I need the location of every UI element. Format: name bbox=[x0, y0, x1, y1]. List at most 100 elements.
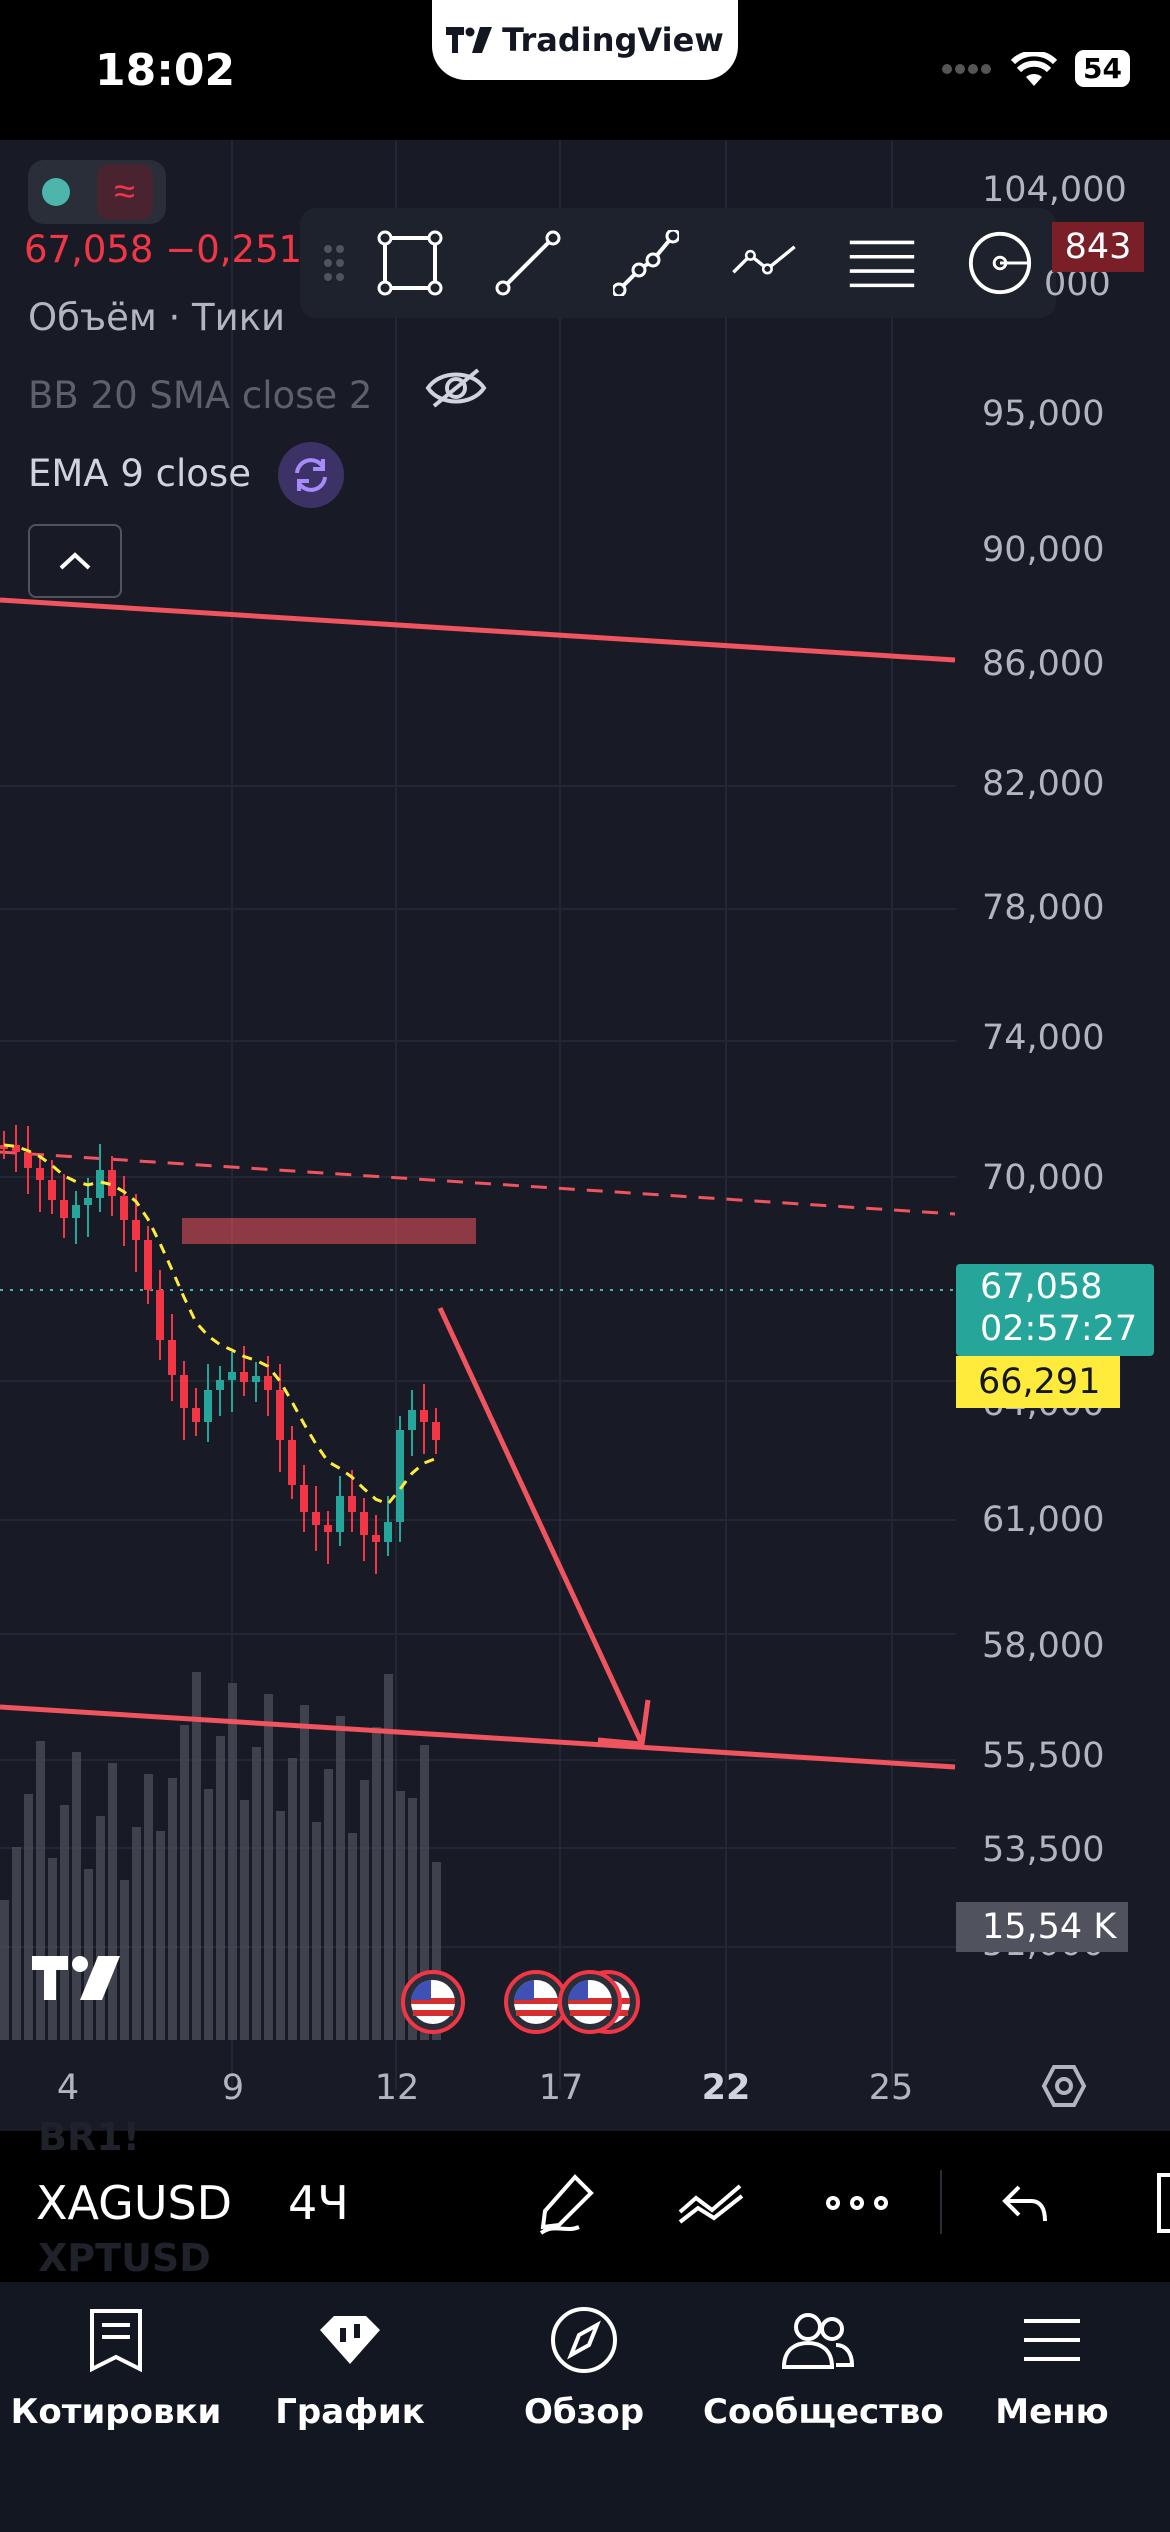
path-tool-icon[interactable] bbox=[612, 229, 680, 297]
candle-body bbox=[180, 1375, 188, 1408]
polyline-tool-icon[interactable] bbox=[730, 229, 798, 297]
volume-bar bbox=[24, 1794, 33, 2040]
volume-bar bbox=[288, 1758, 297, 2040]
volume-bar bbox=[96, 1816, 105, 2040]
hamburger-icon bbox=[1024, 2319, 1080, 2361]
volume-bar bbox=[180, 1725, 189, 2040]
tab-chart[interactable]: График bbox=[235, 2300, 465, 2432]
tab-quotes[interactable]: Котировки bbox=[1, 2300, 231, 2432]
dashed-trendline[interactable] bbox=[0, 1150, 956, 1216]
volume-bar bbox=[48, 1858, 57, 2040]
legend-bollinger[interactable]: BB 20 SMA close 2 bbox=[28, 374, 373, 417]
interval-selector[interactable]: 4Ч bbox=[288, 2176, 349, 2230]
candle-body bbox=[348, 1496, 356, 1512]
candle-body bbox=[48, 1180, 56, 1200]
candle-body bbox=[132, 1220, 140, 1240]
legend-status[interactable]: ≈ bbox=[28, 160, 166, 224]
volume-bar bbox=[36, 1741, 45, 2040]
last-price-tag[interactable]: 67,058 02:57:27 bbox=[956, 1264, 1154, 1356]
indicators-icon[interactable] bbox=[676, 2168, 746, 2238]
candle-body bbox=[264, 1376, 272, 1390]
tradingview-watermark-icon bbox=[32, 1956, 120, 2000]
volume-bar bbox=[72, 1752, 81, 2040]
volume-bar bbox=[396, 1791, 405, 2040]
tradingview-logo-icon bbox=[446, 27, 493, 53]
more-options-icon[interactable] bbox=[822, 2168, 892, 2238]
candle-body bbox=[420, 1410, 428, 1422]
tradingview-pill[interactable]: TradingView bbox=[432, 0, 738, 80]
people-icon bbox=[781, 2313, 855, 2369]
volume-bars bbox=[0, 1672, 441, 2040]
forecast-arrow[interactable] bbox=[437, 1306, 651, 1747]
legend-ema[interactable]: EMA 9 close bbox=[28, 452, 251, 495]
battery-indicator: 54 bbox=[1075, 50, 1130, 87]
chart-settings-icon[interactable] bbox=[1040, 2062, 1088, 2115]
volume-bar bbox=[240, 1800, 249, 2040]
tab-label: Сообщество bbox=[703, 2392, 944, 2432]
candle-body bbox=[384, 1522, 392, 1542]
wifi-icon bbox=[1011, 51, 1058, 86]
legend-price-row: 67,058 −0,251 bbox=[24, 228, 302, 271]
drawing-tools-icon[interactable] bbox=[532, 2168, 602, 2238]
candle-body bbox=[168, 1340, 176, 1375]
tab-menu[interactable]: Меню bbox=[937, 2300, 1167, 2432]
price-axis-label: 95,000 bbox=[982, 394, 1105, 434]
volume-bar bbox=[156, 1831, 165, 2040]
volume-bar bbox=[120, 1880, 129, 2040]
wave-icon: ≈ bbox=[96, 164, 153, 220]
candle-body bbox=[240, 1372, 248, 1382]
candle-body bbox=[108, 1170, 116, 1196]
candle-body bbox=[60, 1200, 68, 1218]
tab-bar bbox=[0, 2282, 1170, 2532]
volume-bar bbox=[192, 1672, 201, 2040]
price-axis-label: 53,500 bbox=[982, 1830, 1105, 1870]
candle-body bbox=[84, 1198, 92, 1205]
volume-bar bbox=[84, 1869, 93, 2040]
tab-label: График bbox=[275, 2392, 425, 2432]
candle-body bbox=[372, 1535, 380, 1542]
rectangle-tool-icon[interactable] bbox=[376, 229, 444, 297]
candle-body bbox=[36, 1168, 44, 1180]
chart-canvas[interactable] bbox=[0, 140, 1170, 2130]
economic-events[interactable] bbox=[401, 1970, 640, 2034]
tab-label: Обзор bbox=[523, 2392, 645, 2432]
chart-icon bbox=[320, 2316, 380, 2364]
price-axis-label: 74,000 bbox=[982, 1018, 1105, 1058]
time-axis-label: 22 bbox=[701, 2068, 751, 2108]
candle-body bbox=[288, 1440, 296, 1485]
candle-body bbox=[120, 1196, 128, 1220]
symbol-selector[interactable]: XAGUSD bbox=[36, 2176, 233, 2230]
us-flag-event-icon[interactable] bbox=[504, 1970, 568, 2034]
trend-line-tool-icon[interactable] bbox=[494, 229, 562, 297]
tab-overview[interactable]: Обзор bbox=[469, 2300, 699, 2432]
tab-community[interactable]: Сообщество bbox=[703, 2300, 944, 2432]
legend-volume[interactable]: Объём · Тики bbox=[28, 296, 286, 339]
drag-handle-icon[interactable] bbox=[322, 243, 346, 283]
refresh-icon[interactable] bbox=[278, 442, 344, 508]
compass-icon bbox=[551, 2307, 617, 2373]
hidden-eye-icon[interactable] bbox=[424, 366, 488, 415]
fib-levels-tool-icon[interactable] bbox=[848, 229, 916, 297]
resistance-trendline[interactable] bbox=[0, 597, 956, 663]
candle-body bbox=[12, 1145, 20, 1152]
alert-price-tag[interactable]: 843 bbox=[1052, 222, 1144, 272]
undo-icon[interactable] bbox=[990, 2168, 1060, 2238]
resistance-zone-rectangle[interactable] bbox=[182, 1218, 476, 1244]
watchlist-next-symbol[interactable]: XPTUSD bbox=[38, 2236, 211, 2280]
candle-body bbox=[216, 1380, 224, 1390]
us-flag-event-icon[interactable] bbox=[558, 1970, 622, 2034]
candle-body bbox=[228, 1372, 236, 1380]
fullscreen-icon[interactable] bbox=[1130, 2168, 1170, 2238]
us-flag-event-icon[interactable] bbox=[401, 1970, 465, 2034]
watchlist-prev-symbol[interactable]: BR1! bbox=[38, 2115, 140, 2159]
collapse-legend-button[interactable] bbox=[28, 524, 122, 598]
support-trendline[interactable] bbox=[0, 1704, 956, 1770]
time-axis-label: 4 bbox=[56, 2068, 80, 2108]
chart-drawing-layer bbox=[0, 140, 956, 2090]
volume-bar bbox=[372, 1727, 381, 2040]
toolbar-divider bbox=[940, 2170, 942, 2234]
candle-body bbox=[360, 1512, 368, 1535]
candle-body bbox=[324, 1525, 332, 1532]
volume-bar bbox=[312, 1822, 321, 2040]
circle-tool-icon[interactable] bbox=[966, 229, 1034, 297]
